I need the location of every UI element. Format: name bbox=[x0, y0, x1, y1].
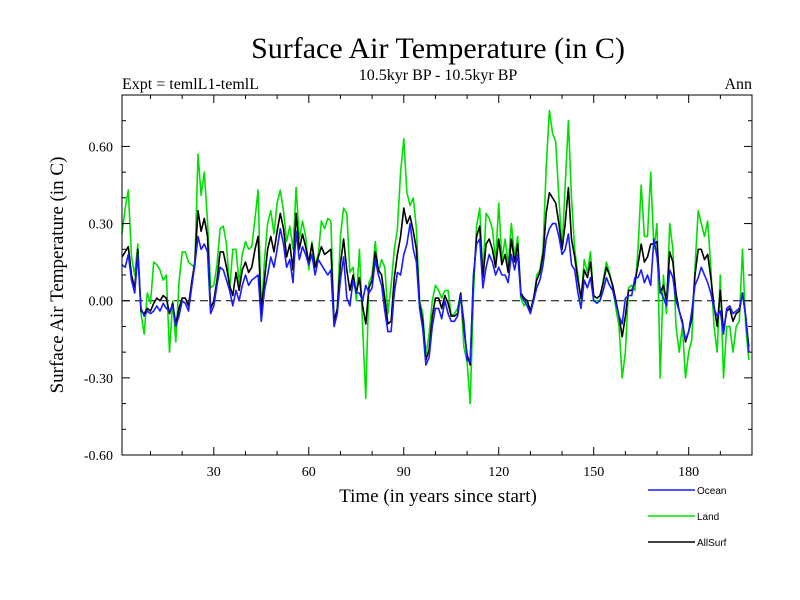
legend-label-ocean: Ocean bbox=[697, 486, 726, 497]
legend-label-land: Land bbox=[697, 512, 719, 523]
x-tick-label: 30 bbox=[207, 465, 221, 480]
legend-label-allsurf: AllSurf bbox=[697, 538, 727, 549]
y-axis-label: Surface Air Temperature (in C) bbox=[47, 157, 68, 394]
y-tick-label: -0.30 bbox=[84, 372, 113, 387]
experiment-label: Expt = temlL1-temlL bbox=[122, 76, 259, 93]
series-line-allsurf bbox=[121, 186, 750, 366]
legend: Ocean Land AllSurf bbox=[648, 486, 727, 549]
y-tick-label: -0.60 bbox=[84, 449, 113, 464]
series-line-ocean bbox=[121, 222, 750, 366]
y-tick-label: 0.30 bbox=[89, 218, 114, 233]
x-tick-label: 90 bbox=[397, 465, 411, 480]
chart-subtitle: 10.5kyr BP - 10.5kyr BP bbox=[359, 67, 518, 84]
x-tick-label: 150 bbox=[583, 465, 604, 480]
series-line-land bbox=[121, 109, 750, 405]
x-tick-label: 120 bbox=[488, 465, 509, 480]
x-tick-label: 180 bbox=[678, 465, 699, 480]
y-tick-label: 0.00 bbox=[89, 295, 114, 310]
y-tick-label: 0.60 bbox=[89, 140, 114, 155]
x-tick-label: 60 bbox=[302, 465, 316, 480]
season-label: Ann bbox=[724, 76, 752, 93]
x-axis-label: Time (in years since start) bbox=[339, 486, 537, 507]
chart-title: Surface Air Temperature (in C) bbox=[251, 32, 625, 65]
